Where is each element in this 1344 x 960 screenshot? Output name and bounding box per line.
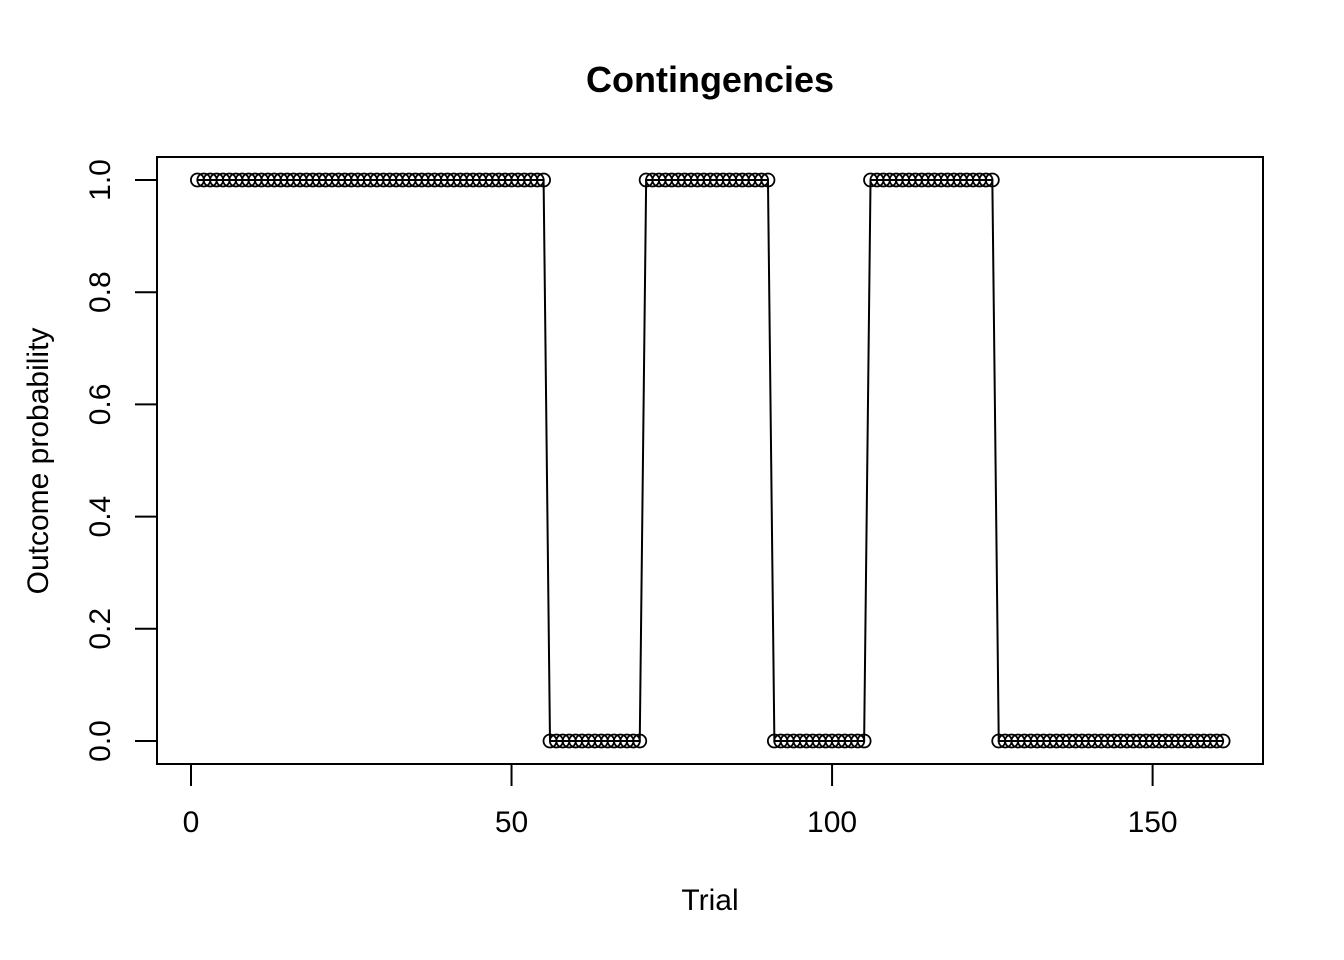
x-axis-label: Trial bbox=[681, 884, 738, 917]
series-outcome-probability bbox=[190, 172, 1231, 749]
x-tick-label-100: 100 bbox=[807, 806, 857, 839]
data-point-54 bbox=[529, 172, 545, 188]
data-point-104 bbox=[850, 733, 866, 749]
y-axis: 0.0 0.2 0.4 0.6 0.8 1.0 bbox=[84, 159, 158, 762]
data-point-89 bbox=[754, 172, 769, 188]
y-axis-label: Outcome probability bbox=[22, 328, 55, 595]
series-line bbox=[197, 179, 1224, 742]
y-tick-label-0: 0.0 bbox=[84, 720, 117, 762]
chart-title: Contingencies bbox=[586, 59, 834, 100]
plot-frame bbox=[156, 156, 1264, 765]
data-point-90 bbox=[760, 172, 776, 188]
data-point-125 bbox=[984, 172, 1000, 188]
data-point-124 bbox=[978, 172, 994, 188]
y-tick-label-0-4: 0.4 bbox=[84, 496, 117, 538]
x-tick-label-0: 0 bbox=[183, 806, 200, 839]
data-point-105 bbox=[856, 733, 872, 749]
x-tick-label-150: 150 bbox=[1128, 806, 1178, 839]
data-point-70 bbox=[632, 733, 648, 749]
y-tick-label-0-6: 0.6 bbox=[84, 384, 117, 426]
y-tick-label-1: 1.0 bbox=[84, 159, 117, 201]
y-tick-label-0-2: 0.2 bbox=[84, 608, 117, 650]
x-tick-label-50: 50 bbox=[495, 806, 528, 839]
x-axis: 0 50 100 150 bbox=[183, 763, 1178, 839]
data-point-69 bbox=[625, 733, 641, 749]
data-point-161 bbox=[1215, 733, 1231, 749]
data-point-55 bbox=[536, 172, 551, 188]
data-point-160 bbox=[1209, 733, 1225, 749]
y-tick-label-0-8: 0.8 bbox=[84, 271, 117, 313]
